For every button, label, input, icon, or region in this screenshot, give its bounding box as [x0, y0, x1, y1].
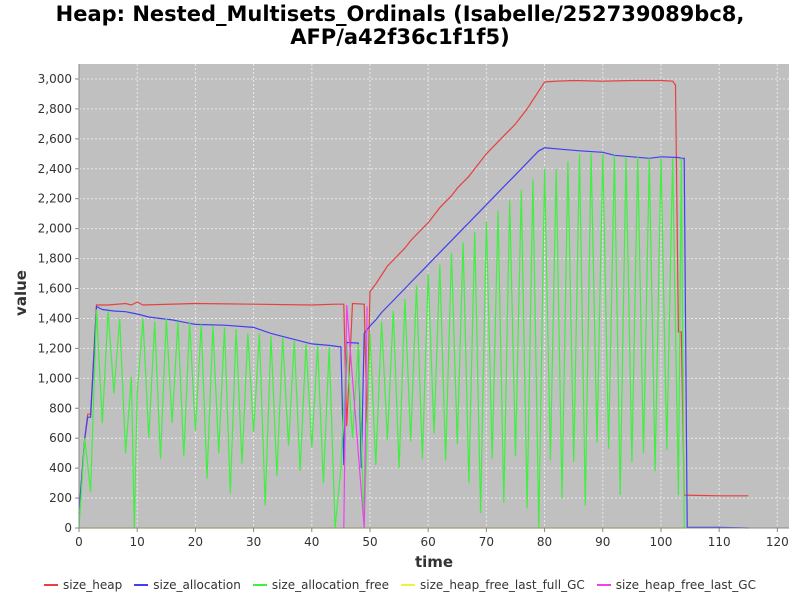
chart-title-line-1: Heap: Nested_Multisets_Ordinals (Isabell… [55, 2, 745, 26]
y-axis-label: value [12, 270, 30, 316]
y-tick-label: 400 [49, 461, 72, 475]
x-tick-label: 120 [766, 535, 789, 549]
x-tick-label: 40 [304, 535, 319, 549]
series-line-size_heap [78, 79, 749, 514]
y-tick-label: 1,200 [38, 341, 72, 355]
y-tick-label: 2,800 [38, 102, 72, 116]
legend-item: size_heap_free_last_full_GC [401, 578, 585, 592]
x-tick-label: 70 [479, 535, 494, 549]
x-tick-label: 80 [537, 535, 552, 549]
y-tick-label: 0 [64, 521, 72, 535]
legend-label: size_heap_free_last_GC [615, 578, 756, 592]
y-tick-label: 200 [49, 491, 72, 505]
legend-swatch [596, 584, 611, 586]
chart-title-line-2: AFP/a42f36c1f1f5) [290, 25, 510, 49]
legend-label: size_heap_free_last_full_GC [420, 578, 585, 592]
legend-item: size_heap_free_last_GC [596, 578, 756, 592]
legend-swatch [134, 584, 149, 586]
series-line-size_allocation_free [78, 153, 685, 529]
legend-label: size_allocation_free [271, 578, 390, 592]
series-line-size_heap_free_last_GC [343, 304, 368, 529]
legend-item: size_allocation [134, 578, 241, 592]
x-tick-label: 110 [708, 535, 731, 549]
y-tick-label: 2,200 [38, 192, 72, 206]
legend-item: size_heap [44, 578, 122, 592]
y-tick-label: 600 [49, 431, 72, 445]
y-tick-label: 1,800 [38, 252, 72, 266]
legend-swatch [44, 584, 58, 586]
y-tick-label: 1,000 [38, 371, 72, 385]
legend-label: size_heap [63, 578, 123, 592]
x-tick-label: 10 [130, 535, 145, 549]
x-tick-label: 60 [421, 535, 436, 549]
x-tick-label: 50 [362, 535, 377, 549]
y-tick-label: 1,400 [38, 311, 72, 325]
y-tick-label: 1,600 [38, 282, 72, 296]
legend-swatch [401, 584, 416, 586]
y-tick-label: 3,000 [38, 72, 72, 86]
chart-legend: size_heap size_allocation size_allocation_… [0, 578, 800, 592]
plot-area [79, 64, 789, 528]
series-line-size_allocation [78, 147, 749, 529]
y-tick-label: 800 [49, 401, 72, 415]
legend-label: size_allocation [153, 578, 241, 592]
legend-swatch [252, 584, 267, 586]
y-tick-label: 2,600 [38, 132, 72, 146]
x-tick-label: 20 [188, 535, 203, 549]
y-tick-label: 2,000 [38, 222, 72, 236]
x-tick-label: 100 [650, 535, 673, 549]
x-tick-label: 90 [595, 535, 610, 549]
legend-item: size_allocation_free [252, 578, 390, 592]
x-axis-label: time [415, 553, 453, 571]
y-tick-label: 2,400 [38, 162, 72, 176]
x-tick-label: 30 [246, 535, 261, 549]
x-tick-label: 0 [75, 535, 83, 549]
